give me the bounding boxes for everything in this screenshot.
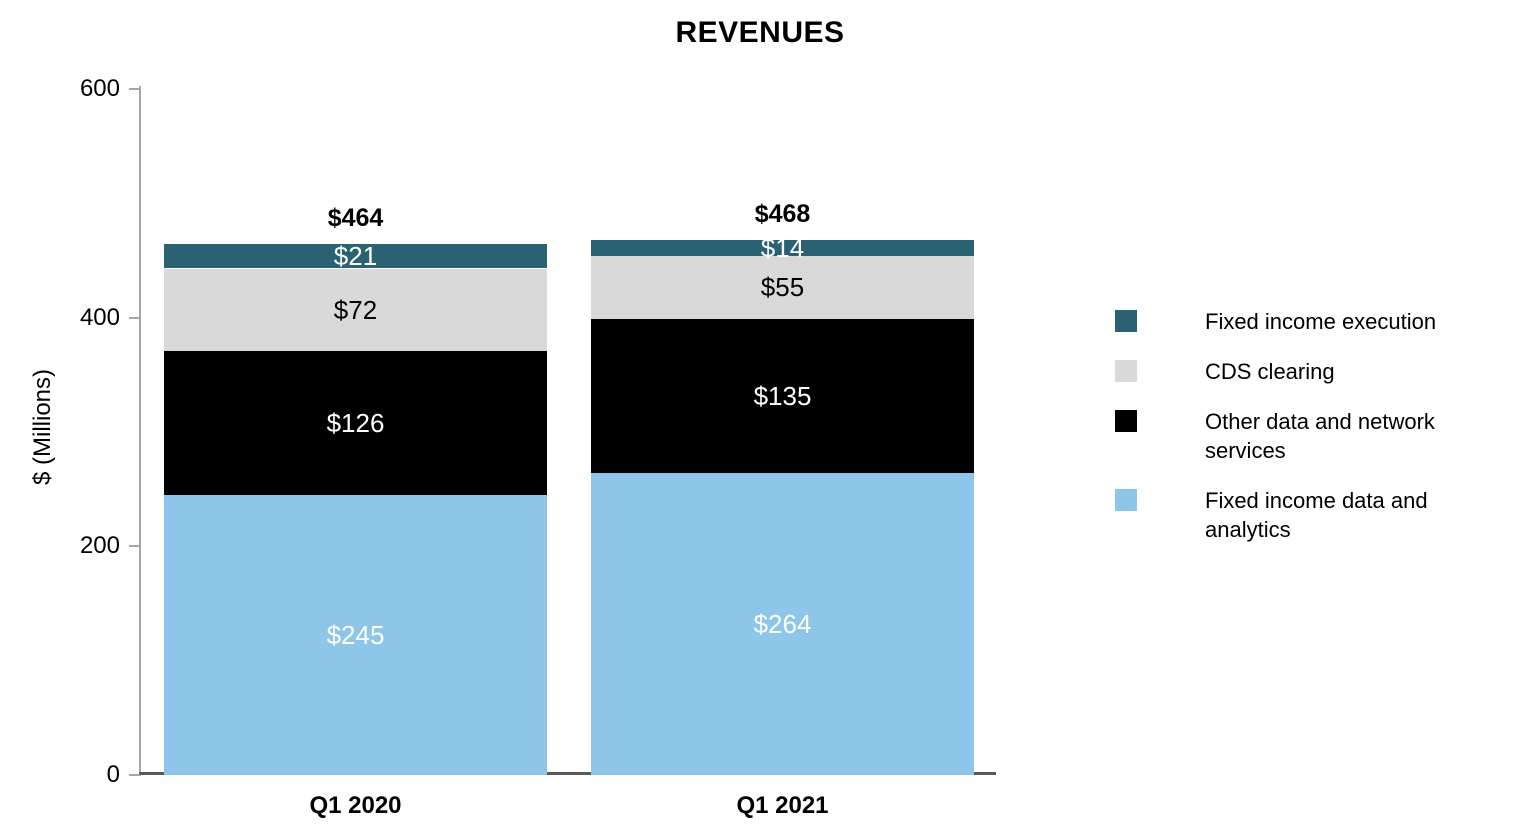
- bar-total-label: $468: [754, 199, 811, 228]
- legend-label: Other data and network services: [1205, 409, 1435, 463]
- legend-swatch: [1115, 410, 1137, 432]
- bar-segment: $264: [591, 473, 974, 775]
- y-tick-label: 0: [106, 761, 120, 788]
- bar-segment: $245: [164, 494, 547, 775]
- bar-segment: $126: [164, 350, 547, 495]
- y-tick-mark: [129, 88, 140, 90]
- y-tick-label: 400: [79, 303, 120, 331]
- x-axis-category-label: Q1 2020: [309, 792, 402, 819]
- y-axis-label: $ (Millions): [29, 368, 56, 486]
- y-tick-label: 200: [79, 532, 120, 560]
- x-axis-baseline: [139, 772, 996, 775]
- legend-item: Fixed income data and analytics: [1115, 486, 1450, 544]
- segment-value-label: $126: [326, 407, 385, 438]
- segment-value-label: $135: [753, 380, 812, 411]
- chart-title: REVENUES: [675, 16, 845, 49]
- legend-swatch: [1115, 489, 1137, 511]
- y-axis-line: [139, 86, 141, 776]
- y-tick-label: 600: [79, 75, 120, 102]
- y-tick-mark: [129, 774, 140, 776]
- legend-label: Fixed income execution: [1205, 309, 1437, 334]
- segment-value-label: $72: [333, 294, 378, 325]
- segment-value-label: $264: [753, 609, 812, 640]
- bar-segment: $135: [591, 318, 974, 474]
- bar-segment: $72: [164, 268, 547, 351]
- x-axis-category-label: Q1 2021: [736, 792, 829, 819]
- segment-value-label: $245: [326, 619, 385, 650]
- segment-value-label: $55: [760, 272, 805, 303]
- bar-segment: $21: [164, 241, 547, 272]
- y-tick-mark: [129, 545, 140, 548]
- legend-label: Fixed income data and analytics: [1205, 488, 1428, 542]
- segment-value-label: $21: [333, 241, 378, 272]
- bar-total-label: $464: [327, 204, 384, 233]
- y-tick-mark: [129, 316, 140, 319]
- bar-segment: $55: [591, 255, 974, 319]
- bar-segment: $14: [591, 235, 974, 261]
- legend-item: CDS clearing: [1115, 357, 1450, 386]
- legend: Fixed income execution CDS clearing Other …: [1115, 307, 1450, 544]
- legend-item: Fixed income execution: [1115, 307, 1450, 336]
- legend-item: Other data and network services: [1115, 407, 1450, 465]
- segment-value-label: $14: [760, 232, 805, 263]
- legend-label: CDS clearing: [1205, 359, 1335, 384]
- legend-swatch: [1115, 360, 1137, 382]
- legend-swatch: [1115, 310, 1137, 332]
